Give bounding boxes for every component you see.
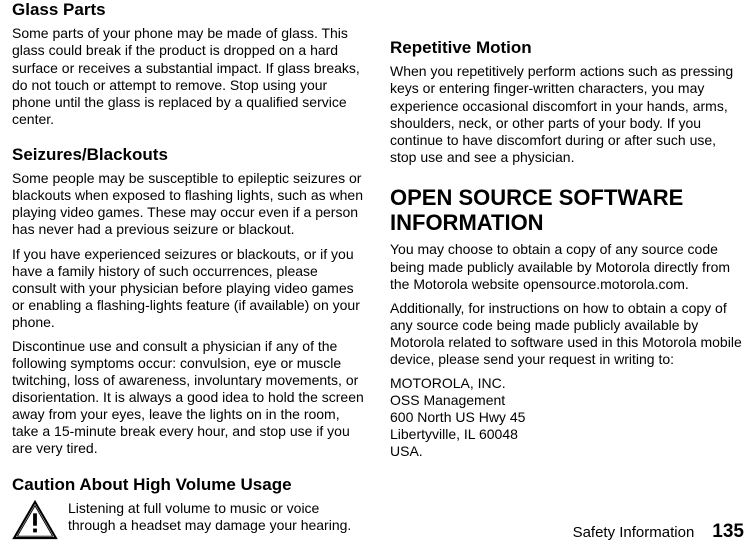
footer-page-number: 135 — [712, 521, 744, 543]
paragraph-repetitive: When you repetitively perform actions su… — [390, 63, 744, 165]
top-spacer — [390, 0, 744, 28]
footer-section-label: Safety Information — [573, 524, 695, 541]
paragraph-open-2: Additionally, for instructions on how to… — [390, 300, 744, 368]
paragraph-glass: Some parts of your phone may be made of … — [12, 25, 366, 127]
heading-seizures: Seizures/Blackouts — [12, 145, 366, 165]
paragraph-seizures-3: Discontinue use and consult a physician … — [12, 338, 366, 458]
right-column: Repetitive Motion When you repetitively … — [390, 0, 744, 510]
warning-triangle-icon — [12, 500, 58, 540]
page-footer: Safety Information 135 — [573, 521, 744, 543]
address-line-1: MOTOROLA, INC. — [390, 375, 744, 392]
heading-open-source: OPEN SOURCE SOFTWARE INFORMATION — [390, 185, 744, 236]
page-columns: Glass Parts Some parts of your phone may… — [12, 0, 744, 510]
address-line-3: 600 North US Hwy 45 — [390, 409, 744, 426]
paragraph-volume: Listening at full volume to music or voi… — [68, 500, 366, 534]
left-column: Glass Parts Some parts of your phone may… — [12, 0, 366, 510]
heading-glass-parts: Glass Parts — [12, 0, 366, 20]
heading-repetitive: Repetitive Motion — [390, 38, 744, 58]
volume-warning-block: Listening at full volume to music or voi… — [12, 500, 366, 540]
paragraph-open-1: You may choose to obtain a copy of any s… — [390, 241, 744, 292]
paragraph-seizures-1: Some people may be susceptible to epilep… — [12, 170, 366, 238]
paragraph-seizures-2: If you have experienced seizures or blac… — [12, 246, 366, 331]
address-line-5: USA. — [390, 443, 744, 460]
address-line-4: Libertyville, IL 60048 — [390, 426, 744, 443]
address-line-2: OSS Management — [390, 392, 744, 409]
address-block: MOTOROLA, INC. OSS Management 600 North … — [390, 375, 744, 460]
heading-volume: Caution About High Volume Usage — [12, 475, 366, 495]
